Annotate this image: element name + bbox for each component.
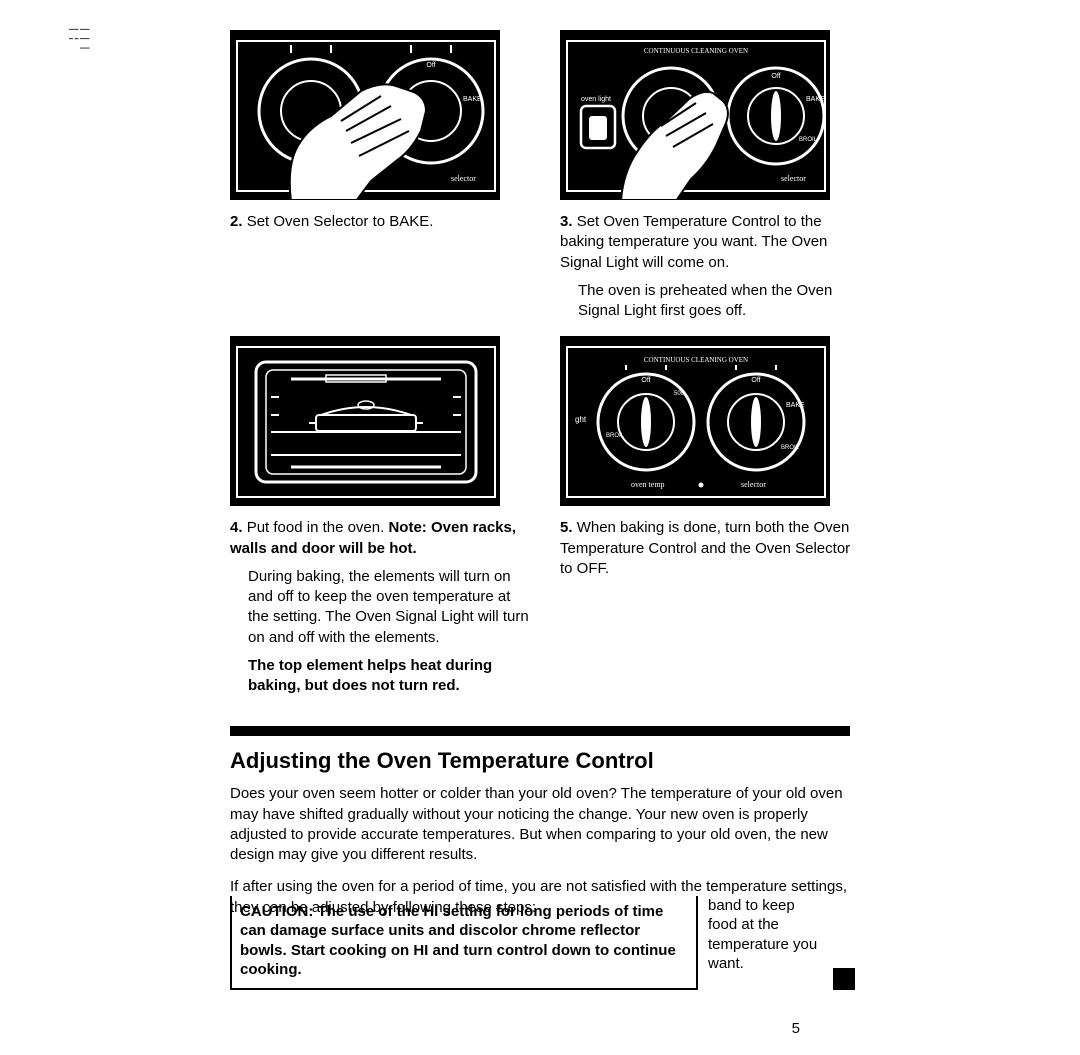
- step-2: Off BAKE selector 2. Set Oven Selector t…: [230, 30, 530, 321]
- step-2-text: Set Oven Selector to BAKE.: [247, 213, 434, 230]
- step-4-note-label: Note:: [388, 519, 431, 536]
- step-3-number: 3.: [560, 213, 573, 230]
- step-2-number: 2.: [230, 213, 243, 230]
- section-title: Adjusting the Oven Temperature Control: [230, 748, 1020, 774]
- step-4: 4. Put food in the oven. Note: Oven rack…: [230, 336, 530, 696]
- svg-text:CONTINUOUS CLEANING OVEN: CONTINUOUS CLEANING OVEN: [644, 47, 748, 55]
- step-5-text: When baking is done, turn both the Oven …: [560, 519, 850, 577]
- svg-text:selector: selector: [741, 480, 766, 489]
- illustration-step-4: [230, 336, 500, 506]
- section-p1: Does your oven seem hotter or colder tha…: [230, 784, 850, 865]
- svg-text:oven temp: oven temp: [631, 480, 665, 489]
- svg-text:BROIL: BROIL: [799, 137, 818, 143]
- caution-box: CAUTION: The use of the HI setting for l…: [230, 896, 698, 990]
- page-number: 5: [792, 1020, 800, 1037]
- svg-text:Off: Off: [751, 377, 760, 384]
- svg-text:BAKE: BAKE: [806, 96, 825, 103]
- caution-row: CAUTION: The use of the HI setting for l…: [230, 896, 855, 990]
- illustration-step-2: Off BAKE selector: [230, 30, 500, 200]
- svg-text:BAKE: BAKE: [786, 402, 805, 409]
- step-5: CONTINUOUS CLEANING OVEN ght Off 500 BRO…: [560, 336, 860, 696]
- svg-text:Off: Off: [426, 62, 435, 69]
- svg-text:selector: selector: [781, 174, 806, 183]
- svg-text:selector: selector: [451, 174, 476, 183]
- step-5-number: 5.: [560, 519, 573, 536]
- illustration-step-3: CONTINUOUS CLEANING OVEN oven light Off …: [560, 30, 830, 200]
- svg-text:oven light: oven light: [581, 96, 611, 103]
- illustration-step-5: CONTINUOUS CLEANING OVEN ght Off 500 BRO…: [560, 336, 830, 506]
- caution-side-text: band to keep food at the temperature you…: [708, 896, 823, 990]
- caution-lead: CAUTION:: [240, 903, 318, 920]
- step-4-para2: During baking, the elements will turn on…: [248, 567, 530, 648]
- step-3-text2: The oven is preheated when the Oven Sign…: [578, 281, 860, 322]
- page-marker-square: [833, 968, 855, 990]
- svg-text:BROIL: BROIL: [781, 445, 800, 451]
- step-3-text: Set Oven Temperature Control to the baki…: [560, 213, 827, 271]
- step-4-lead: Put food in the oven.: [247, 519, 389, 536]
- step-4-number: 4.: [230, 519, 243, 536]
- svg-text:BROIL: BROIL: [606, 433, 625, 439]
- svg-text:CONTINUOUS CLEANING OVEN: CONTINUOUS CLEANING OVEN: [644, 356, 748, 364]
- svg-text:500: 500: [674, 391, 685, 397]
- steps-grid: Off BAKE selector 2. Set Oven Selector t…: [230, 30, 1020, 696]
- svg-text:Off: Off: [771, 73, 780, 80]
- section-divider: [230, 726, 850, 736]
- svg-text:Off: Off: [641, 377, 650, 384]
- step-3: CONTINUOUS CLEANING OVEN oven light Off …: [560, 30, 860, 321]
- step-4-para3: The top element helps heat during baking…: [248, 656, 530, 697]
- page-edge-marks: | | || ¦: [68, 28, 90, 51]
- svg-text:ght: ght: [575, 415, 587, 424]
- svg-text:BAKE: BAKE: [463, 96, 482, 103]
